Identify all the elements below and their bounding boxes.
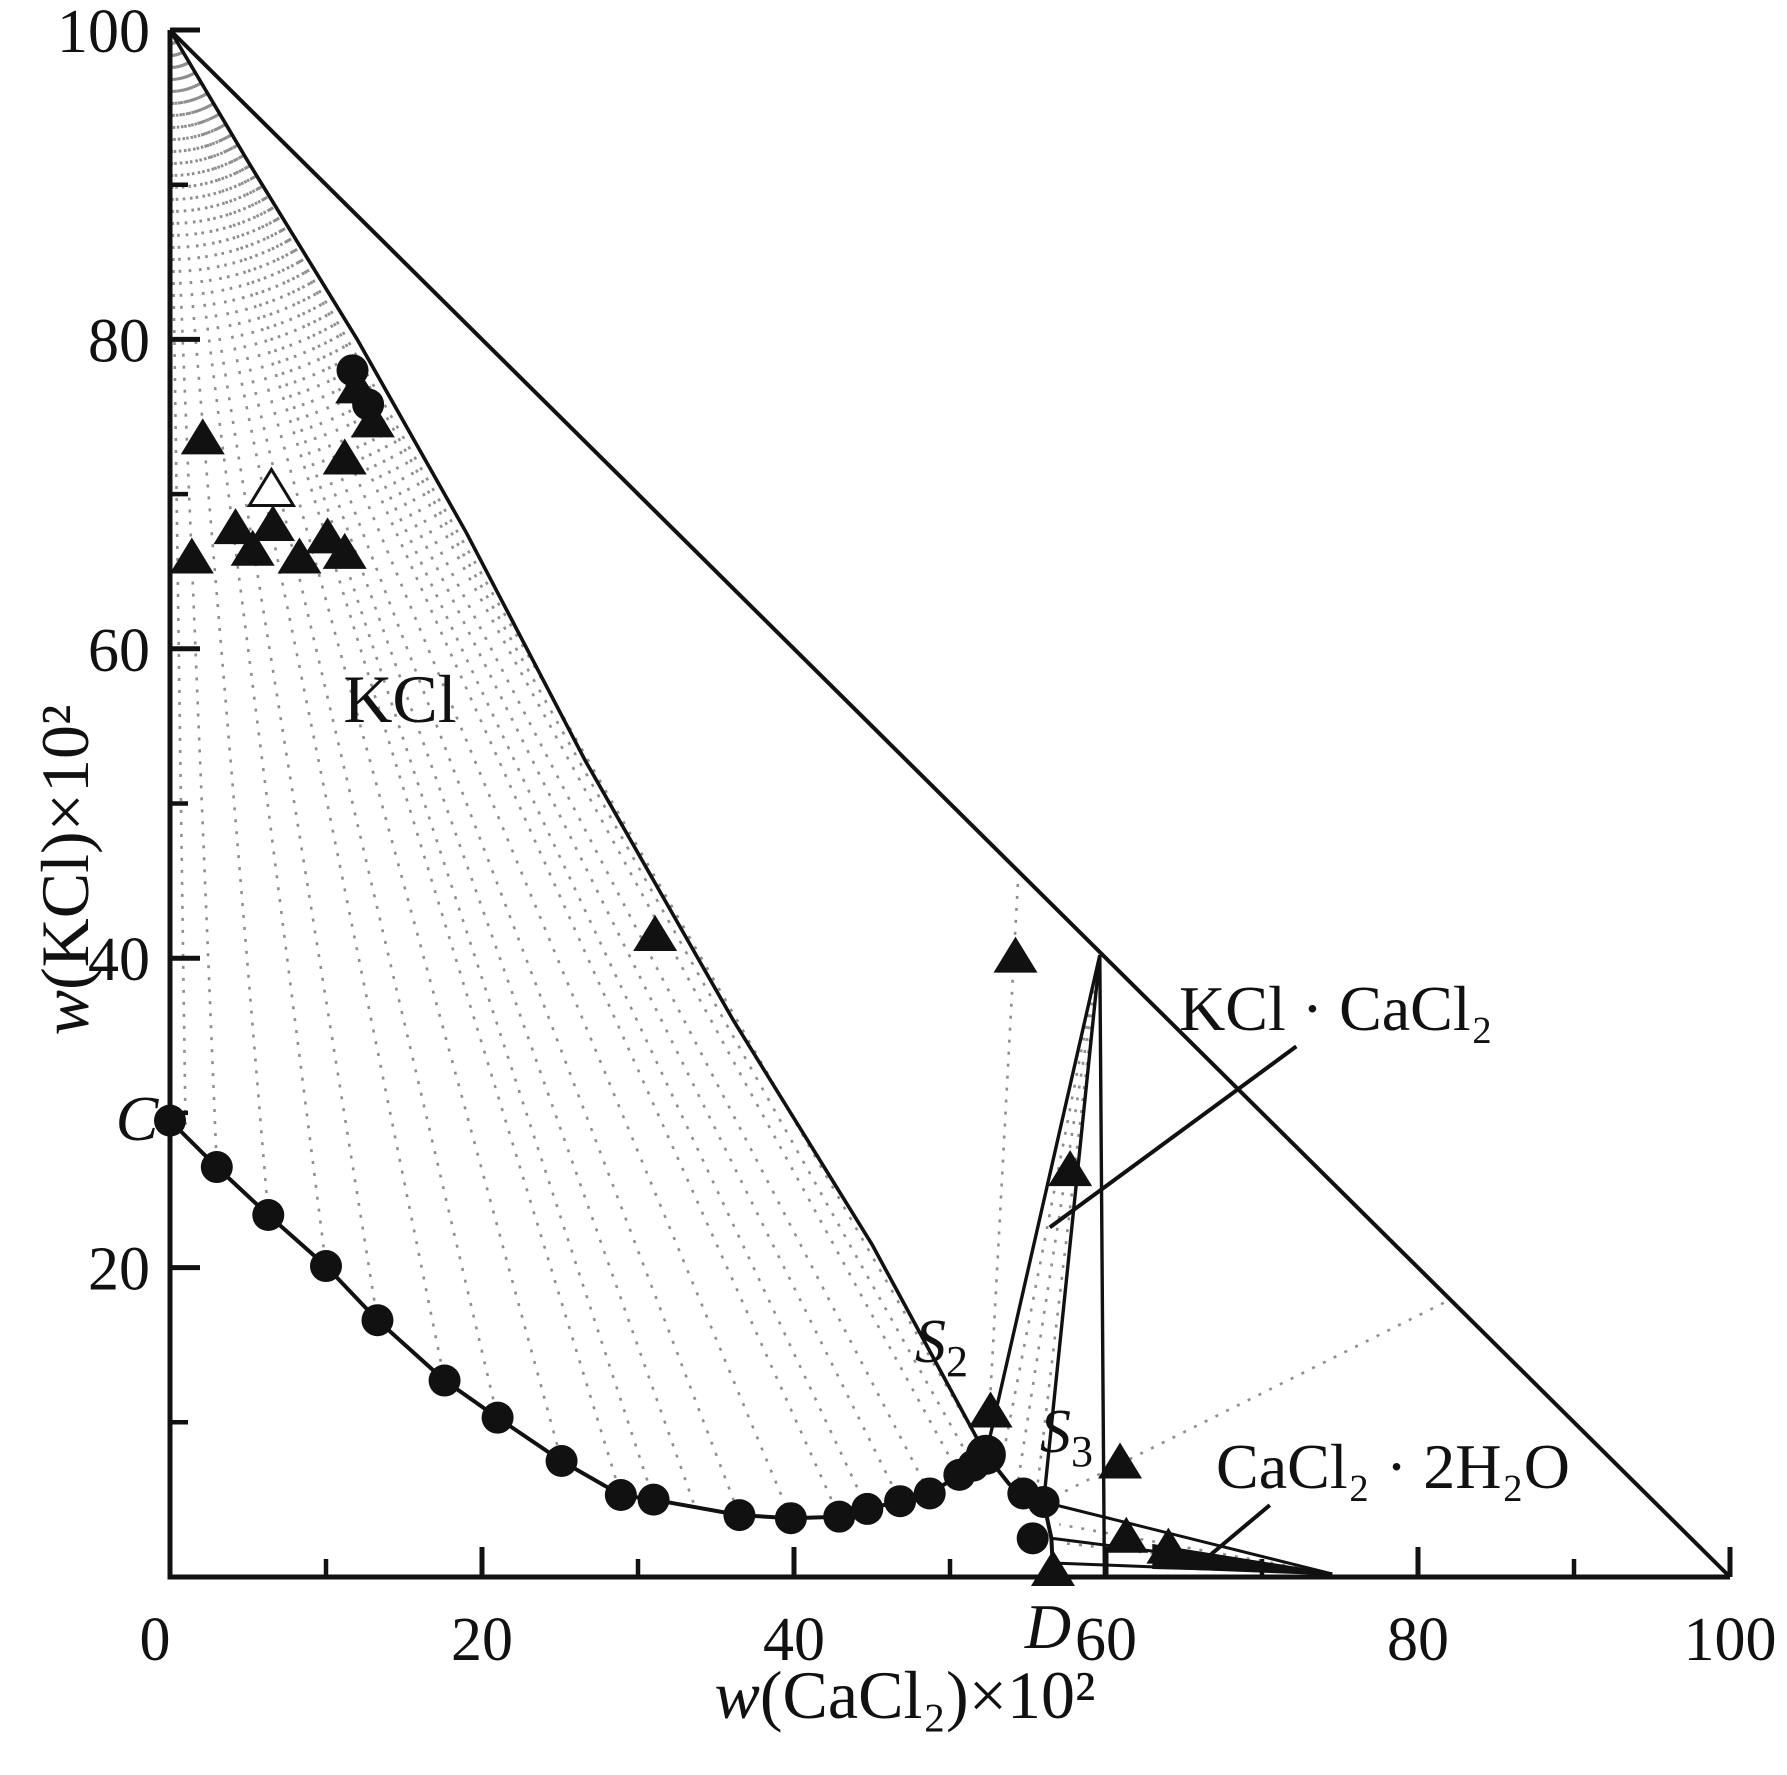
point-d-label: D [1024,1591,1071,1662]
x-axis-title: w(CaCl₂)×10² [715,1657,1096,1733]
kcl-tie-line-14 [168,29,869,1510]
kcl-tie-line-15 [168,29,902,1502]
wet-residue-point-17 [1146,1527,1191,1564]
wet-residue-point-5 [213,508,258,545]
point-c-label: C [116,1083,160,1154]
y-tick-label-80: 80 [88,307,150,375]
cacl2-2h2o-boundary-2 [1056,1561,1333,1576]
wet-residue-point-4 [169,537,214,574]
wet-residue-point-18 [1030,1550,1075,1587]
x-tick-label-100: 100 [1684,1606,1777,1674]
kcl-tie-line-18 [168,29,975,1467]
solution-point-6 [481,1401,514,1434]
wet-residue-point-14 [1048,1150,1093,1187]
composition-diagonal-line [168,28,1732,1579]
kcl-tie-line-1 [168,29,219,1168]
kcl-tie-line-6 [168,29,499,1418]
wet-residue-point-2 [350,401,395,438]
point-s3-label: S3 [1040,1398,1093,1476]
wet-residue-point-8 [277,537,322,574]
x-tick-label-20: 20 [451,1606,513,1674]
solution-point-8 [604,1479,637,1512]
solution-point-15 [913,1477,946,1510]
solution-point-9 [637,1483,670,1516]
cacl2-2h2o-label: CaCl₂ · 2H₂O [1216,1431,1570,1502]
solution-point-2 [252,1199,285,1232]
kcl-cacl2-label: KCl · CaCl₂ [1179,973,1493,1044]
kcl-region-label: KCl [343,661,456,737]
x-tick-label-0: 0 [140,1606,171,1674]
wet-residue-point-11 [633,914,678,951]
solution-point-11 [774,1502,807,1535]
x-tick-label-40: 40 [763,1606,825,1674]
solution-point-4 [361,1304,394,1337]
kcl-cacl2-field-boundary-1 [1041,954,1102,1503]
solution-point-20 [1027,1485,1060,1518]
point-s2-label: S2 [915,1308,968,1386]
solution-point-5 [428,1364,461,1397]
solution-point-13 [851,1492,884,1525]
solution-point-12 [823,1500,856,1533]
kcl-tie-line-12 [168,29,793,1519]
y-tick-label-100: 100 [57,0,150,66]
kcl-tie-line-11 [168,29,741,1516]
kcl-tie-line-19 [168,29,988,1456]
cacl2-2h2o-boundary-0 [1043,1500,1333,1576]
solution-point-1 [200,1151,233,1184]
wet-residue-point-0 [180,418,225,455]
open-wet-residue-point-0 [246,466,297,507]
solution-point-0 [154,1104,186,1137]
y-tick-label-60: 60 [88,617,150,685]
wet-residue-point-1 [335,367,380,404]
cacl2-2h2o-boundary-1 [1051,1536,1333,1576]
solution-point-3 [310,1250,342,1283]
wet-residue-point-15 [1098,1442,1143,1479]
wet-residue-point-7 [250,505,295,542]
kcl-cacl2-pointer [1048,1044,1298,1230]
kcl-cacl2-tie-line-2 [1034,954,1102,1500]
invariant-point-s2 [965,1434,1006,1475]
kcl-cacl2-field-boundary-0 [984,954,1102,1456]
wet-residue-point-12 [993,936,1038,973]
y-tick-label-20: 20 [88,1236,150,1304]
x-tick-label-60: 60 [1075,1606,1137,1674]
kcl-tie-line-5 [168,29,446,1381]
wet-residue-point-10 [322,532,367,569]
cacl2-2h2o-pointer [1203,1503,1272,1562]
y-tick-label-40: 40 [88,926,150,994]
kcl-tie-line-4 [168,29,379,1321]
y-axis-title: w(KCl)×10² [27,705,103,1036]
solution-point-14 [884,1485,917,1518]
wet-residue-point-13 [968,1391,1013,1428]
solution-point-10 [723,1499,756,1532]
wet-residue-point-3 [322,438,367,475]
kcl-saturation-boundary [168,29,988,1456]
solution-point-7 [545,1444,578,1477]
wet-residue-point-16 [1104,1516,1149,1553]
solution-point-21 [1016,1522,1049,1555]
kcl-tie-line-7 [168,29,563,1462]
wet-residue-point-6 [230,529,275,566]
x-tick-label-80: 80 [1387,1606,1449,1674]
kcl-tie-line-13 [168,29,841,1518]
